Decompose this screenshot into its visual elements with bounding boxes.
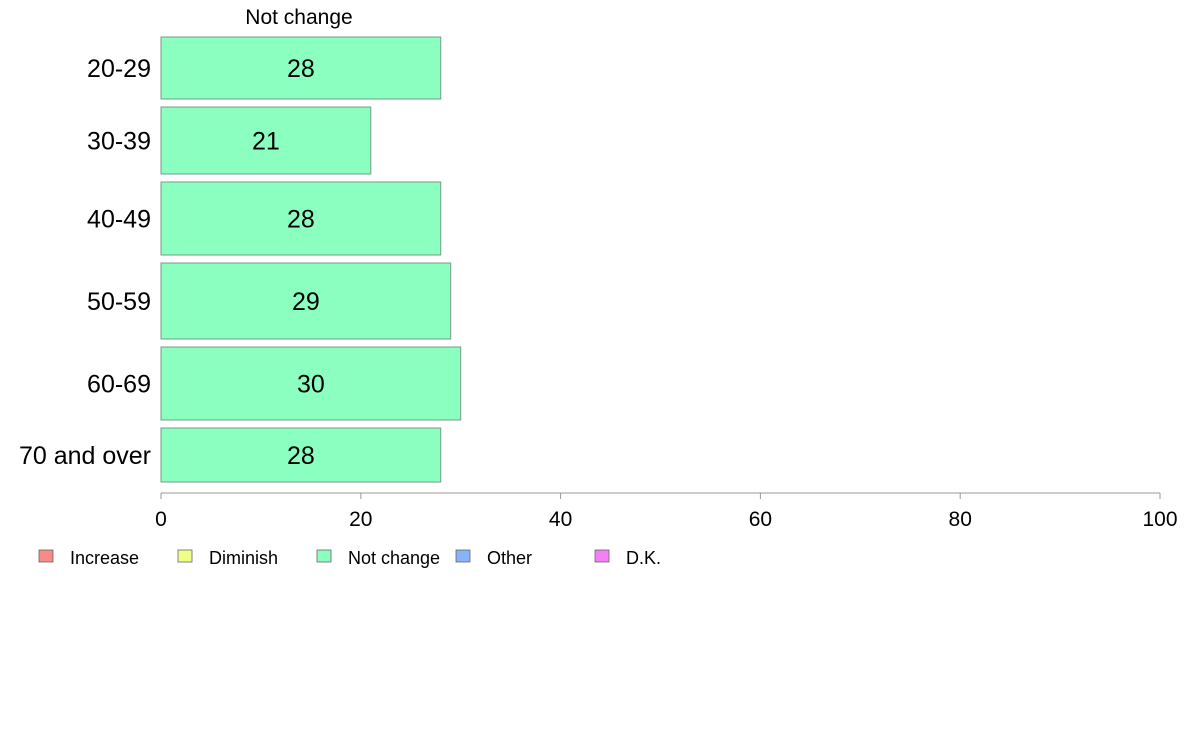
x-tick-label: 80 — [949, 508, 972, 531]
x-axis: 0 20 40 60 80 100 — [155, 492, 1178, 531]
category-label: 60-69 — [87, 371, 151, 399]
x-tick-label: 100 — [1142, 508, 1177, 531]
category-label: 40-49 — [87, 206, 151, 234]
bar-value-label: 30 — [297, 371, 325, 399]
category-label: 20-29 — [87, 55, 151, 83]
legend-label: Diminish — [209, 548, 278, 568]
category-label: 70 and over — [19, 442, 151, 470]
bar — [160, 346, 462, 421]
category-label: 50-59 — [87, 288, 151, 316]
bar — [160, 427, 442, 483]
legend-swatch — [594, 549, 610, 563]
x-tick-label: 40 — [549, 508, 572, 531]
bar — [160, 36, 442, 100]
bar-value-label: 28 — [287, 442, 315, 470]
bar — [160, 181, 442, 256]
bar-value-label: 28 — [287, 55, 315, 83]
legend-label: D.K. — [626, 548, 661, 568]
legend-swatch — [316, 549, 332, 563]
legend: Increase Diminish Not change Other D.K. — [38, 548, 661, 568]
legend-swatch — [38, 549, 54, 563]
legend-label: Not change — [348, 548, 440, 568]
x-tick-label: 20 — [349, 508, 372, 531]
bar-value-label: 21 — [252, 128, 280, 156]
bar-value-label: 29 — [292, 288, 320, 316]
panel-title: Not change — [245, 6, 352, 29]
category-label: 30-39 — [87, 128, 151, 156]
bar — [160, 262, 452, 340]
legend-label: Other — [487, 548, 532, 568]
x-tick-label: 0 — [155, 508, 167, 531]
bars-layer: 20-29 28 30-39 21 40-49 28 50-59 29 60-69 30 70 an… — [19, 36, 462, 483]
legend-swatch — [455, 549, 471, 563]
bar-value-label: 28 — [287, 206, 315, 234]
legend-label: Increase — [70, 548, 139, 568]
bar — [160, 106, 372, 175]
x-tick-label: 60 — [749, 508, 772, 531]
legend-swatch — [177, 549, 193, 563]
